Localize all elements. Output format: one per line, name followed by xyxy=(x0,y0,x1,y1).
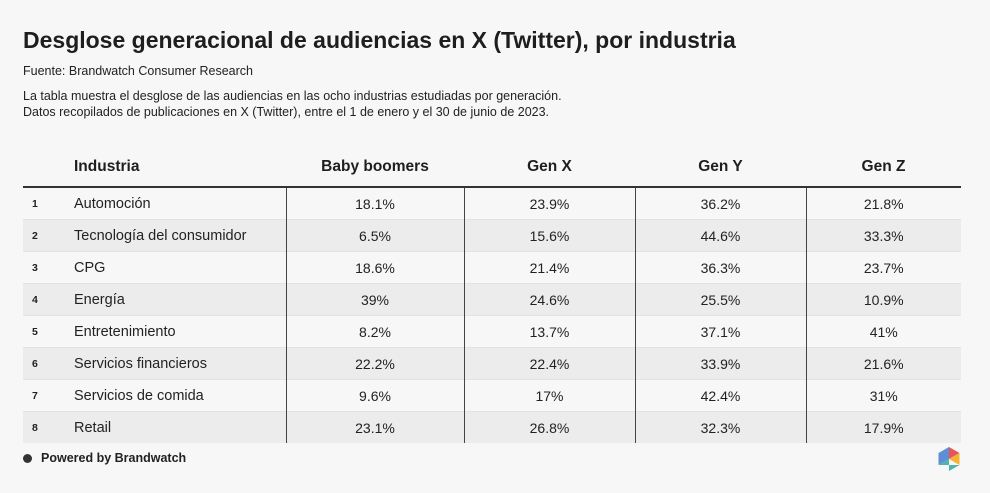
cell-gen-x: 17% xyxy=(463,379,635,412)
cell-gen-x: 15.6% xyxy=(463,219,635,252)
row-industry: Servicios financieros xyxy=(72,347,286,380)
bullet-dot-icon xyxy=(23,453,32,463)
cell-gen-z: 33.3% xyxy=(805,219,961,252)
powered-by-label: Powered by Brandwatch xyxy=(41,451,187,465)
row-industry: CPG xyxy=(72,251,286,284)
cell-gen-y: 32.3% xyxy=(634,411,806,443)
cell-gen-y: 25.5% xyxy=(634,283,806,316)
cell-baby-boomers: 18.6% xyxy=(285,251,464,284)
table-row: 3 CPG 18.6% 21.4% 36.3% 23.7% xyxy=(23,251,961,284)
row-industry: Servicios de comida xyxy=(72,379,286,412)
description-line: La tabla muestra el desglose de las audi… xyxy=(23,89,562,103)
cell-gen-y: 42.4% xyxy=(634,379,806,412)
table-row: 1 Automoción 18.1% 23.9% 36.2% 21.8% xyxy=(23,187,961,220)
row-rank: 8 xyxy=(23,411,72,443)
row-rank: 5 xyxy=(23,315,72,348)
column-header-gen-x: Gen X xyxy=(464,148,635,188)
row-industry: Tecnología del consumidor xyxy=(72,219,286,252)
row-industry: Automoción xyxy=(74,195,151,212)
row-industry: Retail xyxy=(72,411,286,443)
table-row: 2 Tecnología del consumidor 6.5% 15.6% 44.6%… xyxy=(23,219,961,252)
data-table: Industria Baby boomers Gen X Gen Y Gen Z… xyxy=(23,148,961,443)
source-note: Fuente: Brandwatch Consumer Research xyxy=(23,64,253,78)
column-header-gen-z: Gen Z xyxy=(806,148,961,188)
cell-gen-y: 36.2% xyxy=(634,187,806,220)
cell-gen-x: 24.6% xyxy=(463,283,635,316)
description: La tabla muestra el desglose de las audi… xyxy=(23,88,562,120)
cell-baby-boomers: 39% xyxy=(285,283,464,316)
cell-gen-y: 44.6% xyxy=(634,219,806,252)
cell-gen-y: 37.1% xyxy=(634,315,806,348)
row-rank: 2 xyxy=(23,219,72,252)
column-header-rank xyxy=(23,148,72,188)
row-rank: 1 xyxy=(32,197,38,210)
cell-baby-boomers: 8.2% xyxy=(285,315,464,348)
cell-gen-x: 23.9% xyxy=(463,187,635,220)
cell-gen-y: 33.9% xyxy=(634,347,806,380)
row-industry: Entretenimiento xyxy=(72,315,286,348)
cell-gen-z: 17.9% xyxy=(805,411,961,443)
cell-baby-boomers: 9.6% xyxy=(285,379,464,412)
cell-gen-z: 41% xyxy=(805,315,961,348)
cell-gen-x: 13.7% xyxy=(463,315,635,348)
table-header-row: Industria Baby boomers Gen X Gen Y Gen Z xyxy=(23,148,961,188)
table-row: 4 Energía 39% 24.6% 25.5% 10.9% xyxy=(23,283,961,316)
table-row: 6 Servicios financieros 22.2% 22.4% 33.9% 21.… xyxy=(23,347,961,380)
row-industry: Energía xyxy=(72,283,286,316)
cell-baby-boomers: 18.1% xyxy=(285,187,464,220)
table-row: 5 Entretenimiento 8.2% 13.7% 37.1% 41% xyxy=(23,315,961,348)
page-title: Desglose generacional de audiencias en X… xyxy=(23,27,736,53)
column-header-baby-boomers: Baby boomers xyxy=(286,148,464,188)
brandwatch-logo-icon xyxy=(938,447,960,471)
column-header-gen-y: Gen Y xyxy=(635,148,806,188)
row-rank: 7 xyxy=(23,379,72,412)
row-rank: 6 xyxy=(23,347,72,380)
cell-gen-z: 21.6% xyxy=(805,347,961,380)
table-row: 7 Servicios de comida 9.6% 17% 42.4% 31% xyxy=(23,379,961,412)
description-line: Datos recopilados de publicaciones en X … xyxy=(23,105,550,119)
cell-gen-z: 21.8% xyxy=(805,187,961,220)
cell-gen-x: 26.8% xyxy=(463,411,635,443)
cell-baby-boomers: 22.2% xyxy=(285,347,464,380)
cell-baby-boomers: 6.5% xyxy=(285,219,464,252)
table-row: 8 Retail 23.1% 26.8% 32.3% 17.9% xyxy=(23,411,961,443)
cell-gen-y: 36.3% xyxy=(634,251,806,284)
cell-gen-z: 10.9% xyxy=(805,283,961,316)
row-rank: 4 xyxy=(23,283,72,316)
cell-baby-boomers: 23.1% xyxy=(285,411,464,443)
cell-gen-z: 23.7% xyxy=(805,251,961,284)
powered-by: Powered by Brandwatch xyxy=(23,451,186,465)
row-rank: 3 xyxy=(23,251,72,284)
cell-gen-x: 22.4% xyxy=(463,347,635,380)
column-header-industria: Industria xyxy=(72,148,286,188)
cell-gen-x: 21.4% xyxy=(463,251,635,284)
cell-gen-z: 31% xyxy=(805,379,961,412)
